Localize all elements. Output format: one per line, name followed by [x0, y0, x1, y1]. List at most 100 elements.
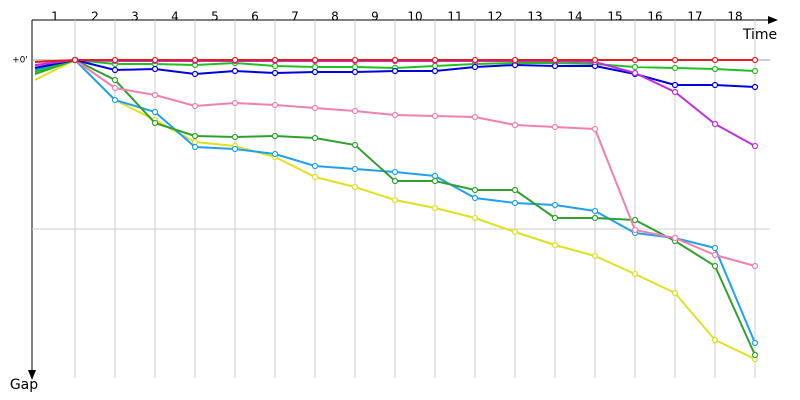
point [591, 214, 599, 222]
point [191, 70, 199, 78]
x-tick-label: 15 [607, 10, 622, 24]
point [631, 226, 639, 234]
point [391, 56, 399, 64]
point [711, 120, 719, 128]
point [311, 56, 319, 64]
point [671, 88, 679, 96]
point [351, 56, 359, 64]
point [111, 56, 119, 64]
point [591, 207, 599, 215]
y-tick-label: +0' [12, 56, 28, 66]
point [311, 104, 319, 112]
point [471, 63, 479, 71]
point [471, 113, 479, 121]
point [311, 173, 319, 181]
point [111, 84, 119, 92]
point [191, 132, 199, 140]
point [631, 270, 639, 278]
x-tick-label: 2 [91, 10, 99, 24]
point [391, 177, 399, 185]
point [591, 56, 599, 64]
point [711, 244, 719, 252]
y-arrow [28, 370, 36, 380]
point [671, 234, 679, 242]
point [111, 66, 119, 74]
point [751, 67, 759, 75]
point [591, 252, 599, 260]
x-tick-label: 5 [211, 10, 219, 24]
point [391, 111, 399, 119]
point [191, 138, 199, 146]
point [391, 196, 399, 204]
point [231, 56, 239, 64]
point [351, 141, 359, 149]
x-tick-label: 16 [647, 10, 662, 24]
x-tick-label: 13 [527, 10, 542, 24]
point [431, 112, 439, 120]
point [311, 134, 319, 142]
point [711, 65, 719, 73]
point [711, 81, 719, 89]
x-tick-label: 17 [687, 10, 702, 24]
x-tick-label: 6 [251, 10, 259, 24]
point [311, 162, 319, 170]
x-tick-label: 18 [727, 10, 742, 24]
point [151, 91, 159, 99]
point [271, 132, 279, 140]
point [351, 183, 359, 191]
point [671, 56, 679, 64]
point [631, 56, 639, 64]
x-tick-label: 14 [567, 10, 582, 24]
point [391, 168, 399, 176]
point [551, 241, 559, 249]
point [711, 251, 719, 259]
point [311, 63, 319, 71]
point [231, 133, 239, 141]
point [471, 214, 479, 222]
point [71, 56, 79, 64]
point [151, 65, 159, 73]
point [431, 67, 439, 75]
point [431, 204, 439, 212]
point [111, 76, 119, 84]
x-tick-label: 3 [131, 10, 139, 24]
point [271, 56, 279, 64]
point [511, 56, 519, 64]
point [191, 102, 199, 110]
point [711, 336, 719, 344]
x-tick-label: 9 [371, 10, 379, 24]
point [431, 56, 439, 64]
point [671, 81, 679, 89]
point [471, 194, 479, 202]
point [151, 119, 159, 127]
x-tick-label: 10 [407, 10, 422, 24]
point [751, 351, 759, 359]
point [551, 62, 559, 70]
point [191, 143, 199, 151]
x-tick-label: 8 [331, 10, 339, 24]
x-tick-label: 4 [171, 10, 179, 24]
point [351, 107, 359, 115]
point [511, 121, 519, 129]
point [511, 186, 519, 194]
point [271, 69, 279, 77]
point [631, 69, 639, 77]
point [591, 125, 599, 133]
point [551, 214, 559, 222]
point [511, 228, 519, 236]
point [751, 142, 759, 150]
point [471, 56, 479, 64]
x-tick-label: 7 [291, 10, 299, 24]
point [271, 62, 279, 70]
point [711, 56, 719, 64]
point [191, 56, 199, 64]
point [471, 186, 479, 194]
point [231, 67, 239, 75]
point [111, 96, 119, 104]
point [751, 83, 759, 91]
point [671, 64, 679, 72]
y-axis-label: Gap [10, 377, 38, 393]
x-axis-label: Time [742, 27, 777, 43]
x-tick-label: 12 [487, 10, 502, 24]
